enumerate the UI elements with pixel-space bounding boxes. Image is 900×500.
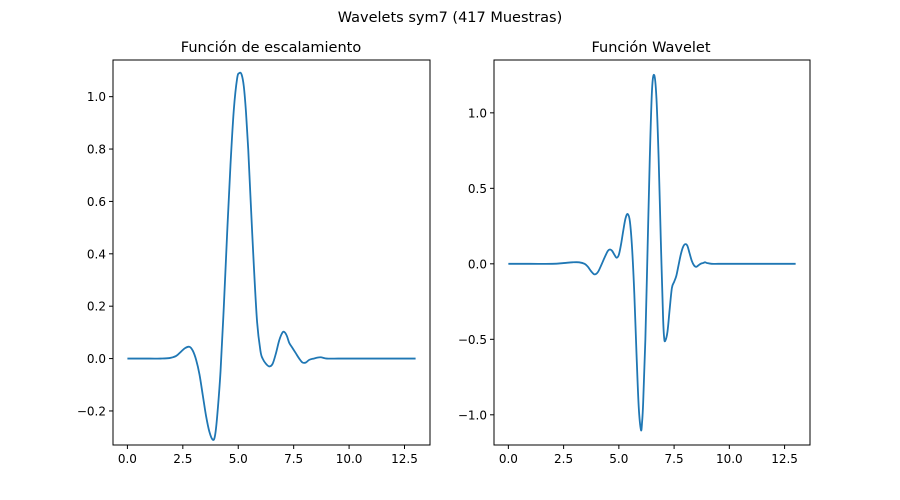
scaling-function-line xyxy=(127,71,416,441)
scaling-function-xtick-label: 10.0 xyxy=(336,452,363,466)
scaling-function-ytick-label: 0.8 xyxy=(87,143,106,157)
scaling-function-ticks: 0.0 2.5 5.0 7.5 10.0 12.5 −0.2 0.0 0.2 0.4 0.6 0.8 1… xyxy=(77,90,418,466)
scaling-function-xtick-label: 0.0 xyxy=(118,452,137,466)
scaling-function-ytick-label: 0.2 xyxy=(87,300,106,314)
wavelet-function-line xyxy=(508,73,796,432)
wavelet-function-ytick-label: 0.5 xyxy=(468,182,487,196)
wavelet-function-title: Función Wavelet xyxy=(591,40,710,56)
scaling-function-xtick-label: 5.0 xyxy=(229,452,248,466)
figure-suptitle: Wavelets sym7 (417 Muestras) xyxy=(338,10,563,26)
wavelet-function-xtick-label: 10.0 xyxy=(716,452,743,466)
scaling-function-ytick-label: 0.0 xyxy=(87,352,106,366)
wavelet-function-xtick-label: 12.5 xyxy=(771,452,798,466)
wavelet-function-ytick-label: −1.0 xyxy=(458,408,487,422)
wavelet-function-ytick-label: −0.5 xyxy=(458,333,487,347)
wavelet-function-xtick-label: 7.5 xyxy=(665,452,684,466)
scaling-function-ytick-label: 0.4 xyxy=(87,247,106,261)
scaling-function-xtick-label: 12.5 xyxy=(391,452,418,466)
scaling-function-ytick-label: −0.2 xyxy=(77,404,106,418)
wavelet-function-xtick-label: 0.0 xyxy=(499,452,518,466)
wavelet-function-xtick-label: 2.5 xyxy=(554,452,573,466)
wavelet-function-ytick-label: 0.0 xyxy=(468,257,487,271)
wavelet-function-xtick-label: 5.0 xyxy=(609,452,628,466)
scaling-function-xtick-label: 7.5 xyxy=(284,452,303,466)
scaling-function-panel: Función de escalamiento 0.0 2.5 5.0 7.5 10.0… xyxy=(77,40,431,466)
scaling-function-xtick-label: 2.5 xyxy=(173,452,192,466)
wavelet-function-ytick-label: 1.0 xyxy=(468,106,487,120)
scaling-function-title: Función de escalamiento xyxy=(181,40,362,56)
scaling-function-plot-frame xyxy=(112,59,431,446)
scaling-function-ytick-label: 0.6 xyxy=(87,195,106,209)
wavelet-function-plot-frame xyxy=(493,59,811,446)
scaling-function-ytick-label: 1.0 xyxy=(87,90,106,104)
wavelet-function-panel: Función Wavelet 0.0 2.5 5.0 7.5 10.0 12.5 −1.0… xyxy=(458,40,811,466)
wavelet-function-ticks: 0.0 2.5 5.0 7.5 10.0 12.5 −1.0 −0.5 0.0 0.5 1.0 xyxy=(458,106,798,466)
